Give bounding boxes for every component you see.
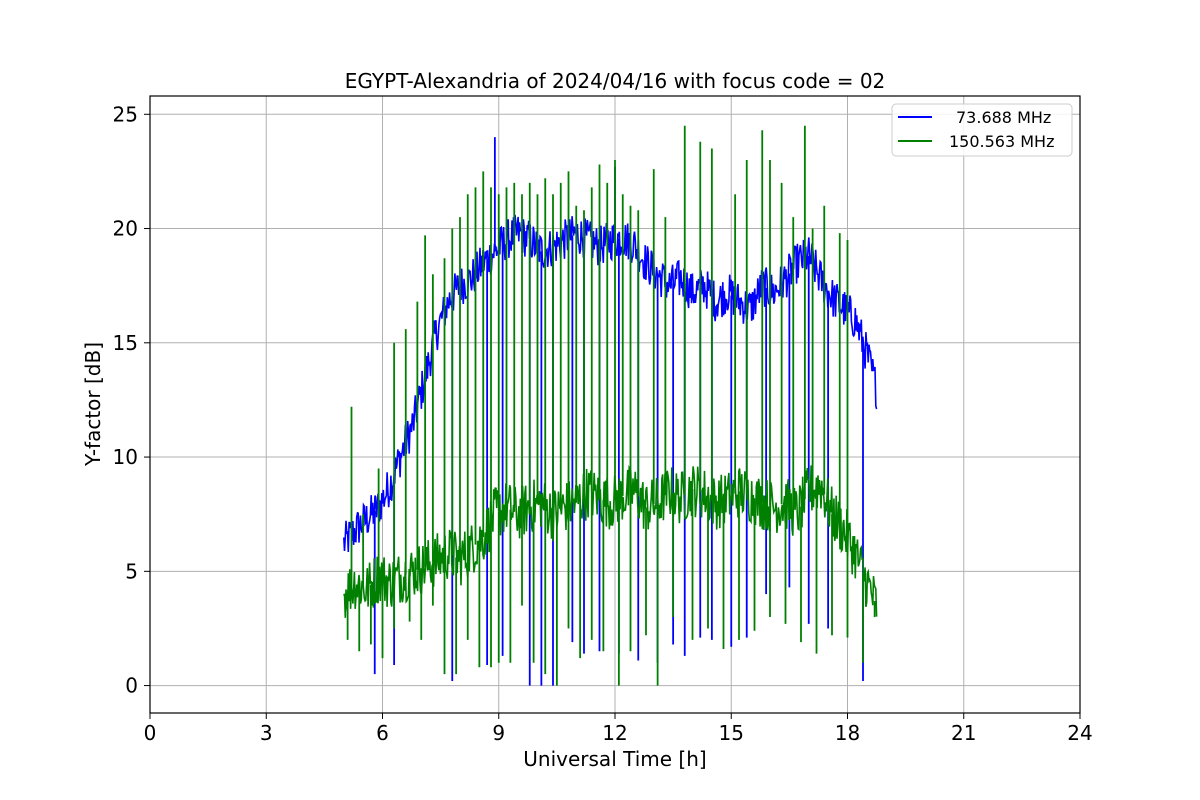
y-tick-label: 10 [113, 445, 138, 469]
x-tick-label: 15 [719, 721, 744, 745]
x-tick-label: 6 [376, 721, 389, 745]
legend-label-150mhz: 150.563 MHz [949, 132, 1054, 151]
series-150mhz [343, 125, 878, 686]
y-tick-label: 0 [125, 674, 138, 698]
series-layer [343, 125, 878, 686]
y-tick-label: 5 [125, 559, 138, 583]
x-tick-label: 9 [492, 721, 505, 745]
x-tick-label: 0 [144, 721, 157, 745]
x-tick-label: 24 [1067, 721, 1092, 745]
y-tick-label: 25 [113, 102, 138, 126]
chart-title: EGYPT-Alexandria of 2024/04/16 with focu… [345, 69, 886, 93]
legend-box [891, 103, 1073, 157]
x-tick-label: 21 [951, 721, 976, 745]
x-tick-label: 18 [835, 721, 860, 745]
x-tick-label: 3 [260, 721, 273, 745]
legend-label-73mhz: 73.688 MHz [956, 108, 1051, 127]
x-tick-label: 12 [602, 721, 627, 745]
legend: 73.688 MHz 150.563 MHz [891, 103, 1073, 157]
y-tick-label: 20 [113, 217, 138, 241]
y-tick-label: 15 [113, 331, 138, 355]
ticks: 0 3 6 9 12 15 18 21 24 0 5 10 15 20 25 [113, 102, 1093, 745]
y-axis-label: Y-factor [dB] [81, 342, 105, 467]
x-axis-label: Universal Time [h] [523, 747, 706, 771]
